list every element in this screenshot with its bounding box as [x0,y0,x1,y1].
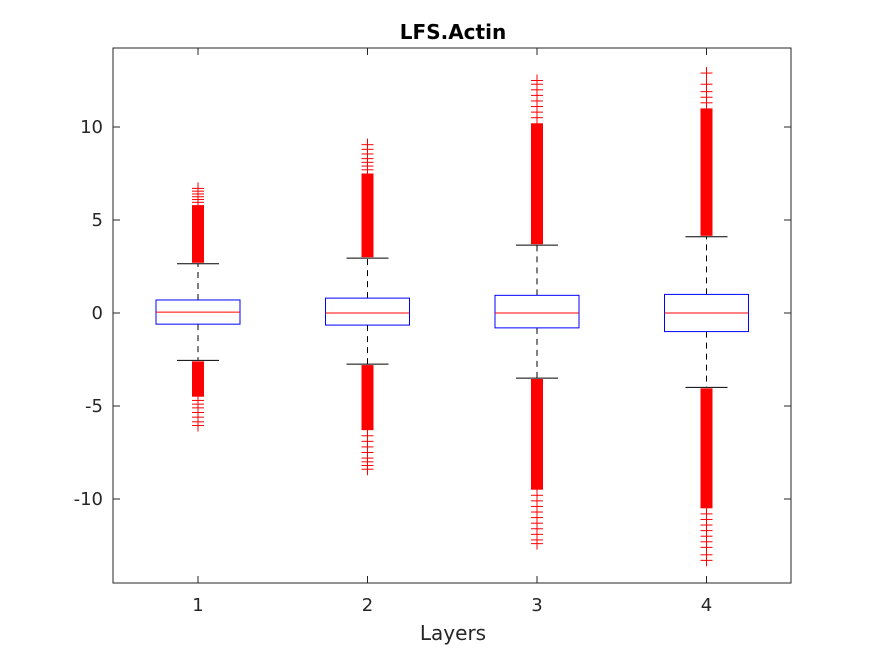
outlier-point [700,67,713,80]
outlier-point [192,182,204,195]
plot-area [155,67,749,567]
outlier-point [531,74,543,87]
box-group-1 [155,182,241,432]
outlier-band-low [700,388,713,509]
outlier-point [192,419,204,432]
x-tick-label: 2 [362,595,373,616]
outlier-point [361,463,374,476]
chart-title: LFS.Actin [400,20,506,44]
iqr-box [494,294,580,329]
iqr-box [325,297,410,326]
y-tick-label: 10 [80,117,103,138]
x-tick-label: 4 [701,595,712,616]
outlier-point [361,138,374,151]
outlier-band-high [700,108,713,236]
axes-frame [112,47,792,584]
outlier-band-high [192,205,204,263]
box-group-3 [494,74,580,550]
outlier-band-low [192,361,204,397]
outlier-band-low [361,365,374,431]
y-tick-label: -5 [85,396,103,417]
y-tick-label: 5 [92,210,103,231]
x-axis-label: Layers [420,621,486,645]
outlier-point [531,537,543,550]
box-group-4 [664,67,749,567]
outlier-band-high [361,173,374,258]
y-tick-label: -10 [74,489,103,510]
x-tick-label: 3 [531,595,542,616]
outlier-point [700,554,713,567]
box-group-2 [325,138,410,476]
outlier-point [700,78,713,91]
outlier-band-low [531,379,543,490]
x-tick-label: 1 [192,595,203,616]
axis-ticks: -10 -5 0 5 10 1 2 3 4 [74,48,791,616]
outlier-band-high [531,123,543,245]
y-tick-label: 0 [92,303,103,324]
